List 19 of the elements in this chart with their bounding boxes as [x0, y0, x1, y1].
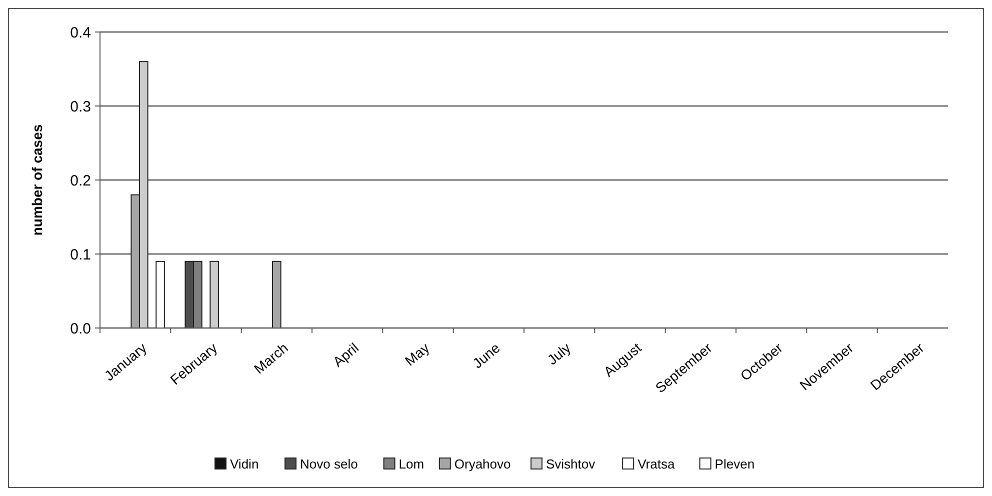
legend-label: Vratsa — [638, 456, 676, 472]
legend-label: Vidin — [230, 456, 259, 472]
y-tick-label: 0.0 — [70, 320, 91, 338]
legend-label: Pleven — [714, 456, 755, 472]
legend-label: Svishtov — [546, 456, 596, 472]
y-tick-label: 0.2 — [70, 172, 91, 190]
bar — [210, 260, 219, 328]
y-tick-label: 0.1 — [70, 246, 91, 264]
bar — [272, 260, 282, 328]
x-tick-label: July — [544, 340, 574, 368]
legend-label: Novo selo — [300, 456, 358, 472]
bar — [156, 260, 165, 328]
x-tick-label: June — [469, 339, 504, 372]
y-tick-label: 0.4 — [70, 24, 91, 42]
legend-label: Oryahovo — [454, 456, 511, 472]
legend-label: Lom — [398, 456, 424, 472]
y-axis-title: number of cases — [29, 124, 45, 236]
x-tick-label: May — [402, 340, 432, 369]
y-tick-label: 0.3 — [70, 98, 91, 116]
